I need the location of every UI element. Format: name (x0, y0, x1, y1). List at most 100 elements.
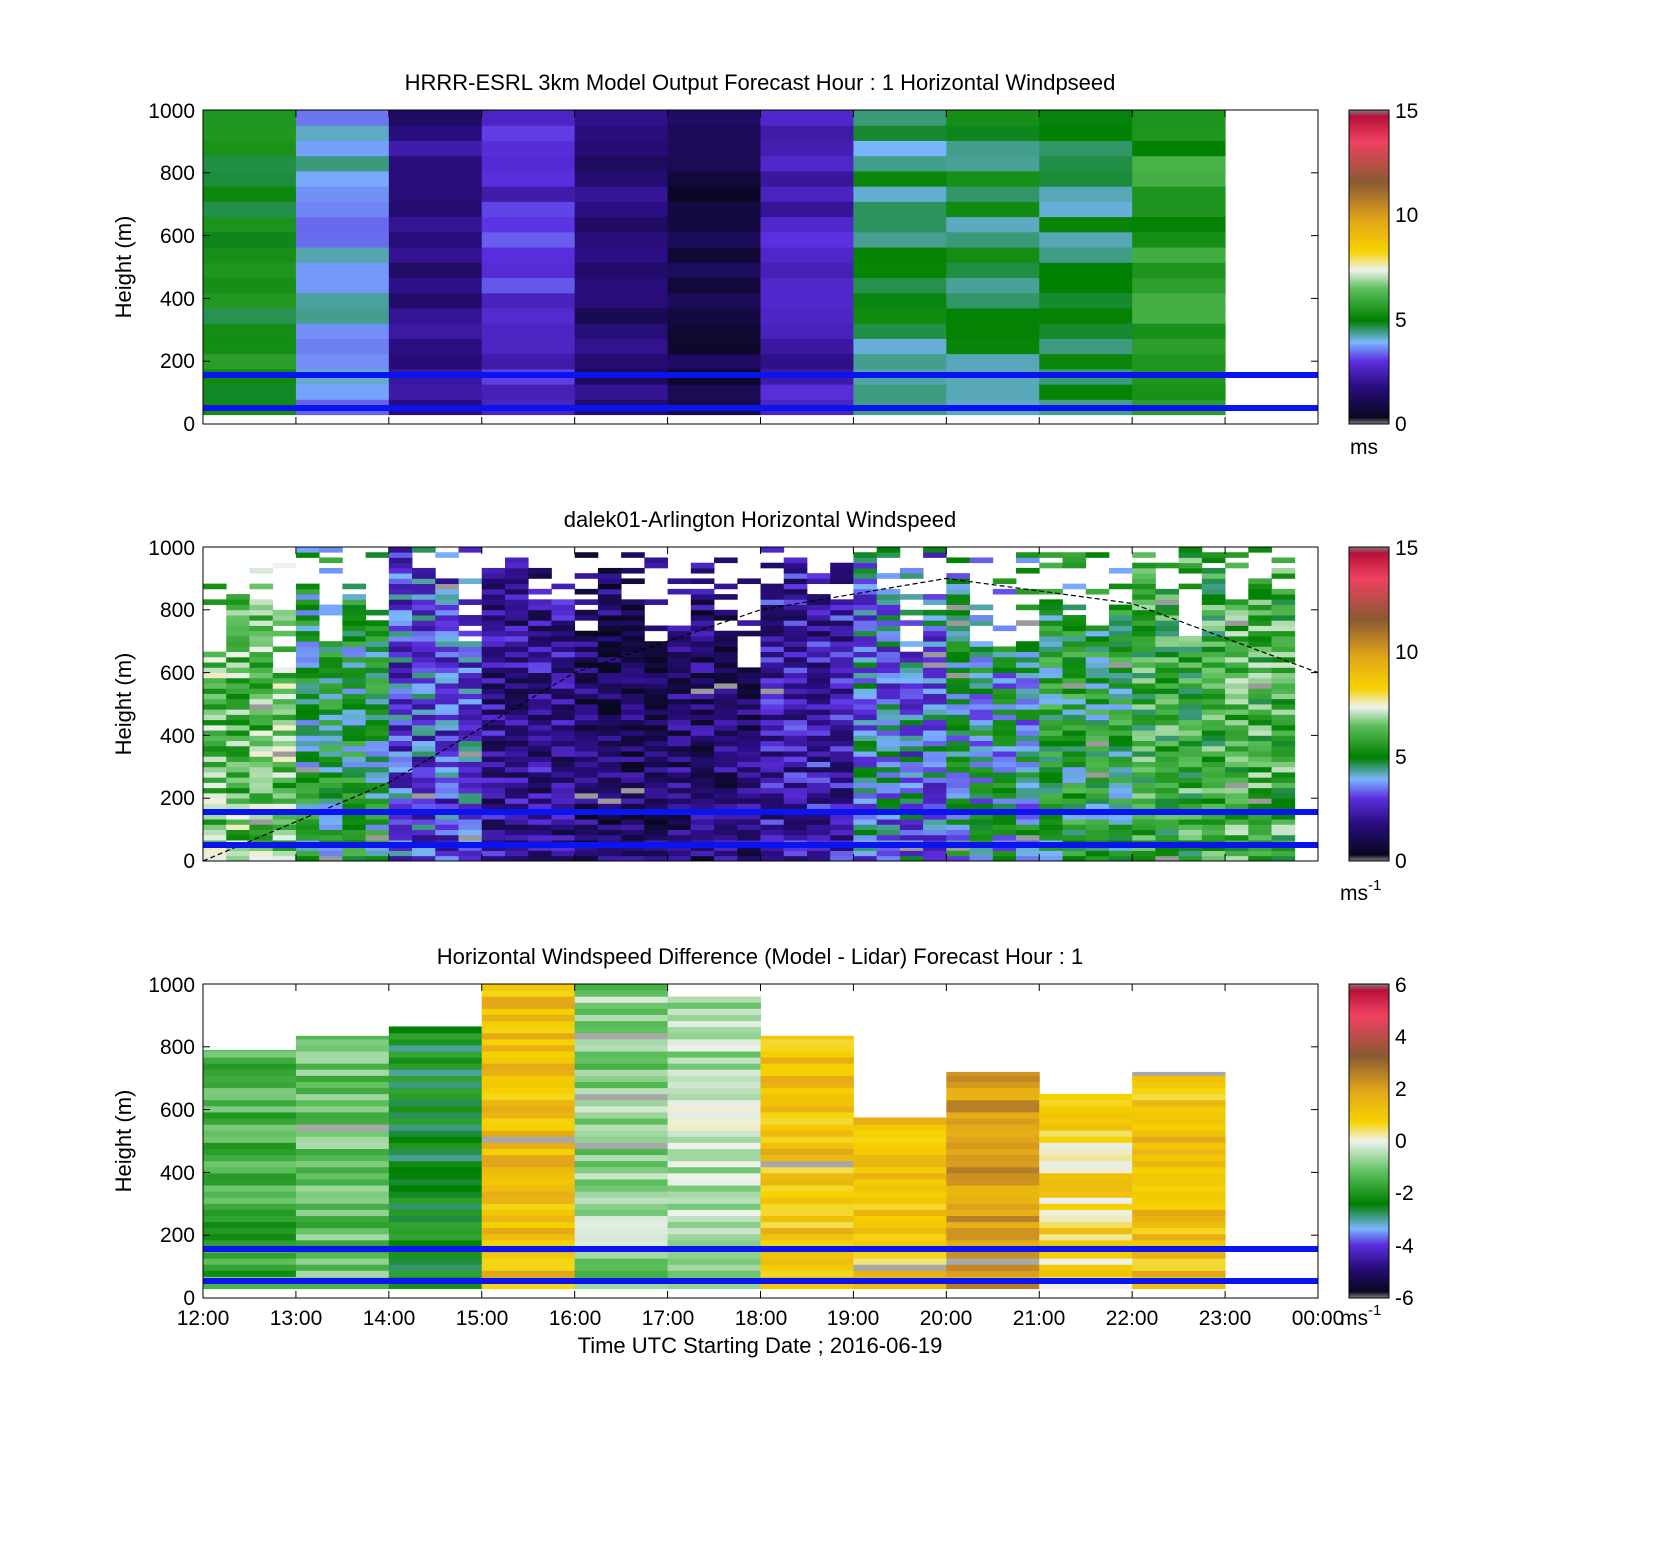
model-cell (295, 140, 390, 157)
lidar-cell (295, 583, 320, 590)
lidar-cell (690, 672, 715, 679)
lidar-cell (226, 834, 250, 841)
panel-diff-tickmarks (202, 983, 1319, 1299)
lidar-cell (690, 693, 715, 700)
lidar-cell (876, 756, 901, 762)
lidar-cell (899, 740, 924, 747)
lidar-cell (226, 693, 250, 700)
lidar-cell (830, 625, 854, 632)
diff-cell (574, 1136, 669, 1143)
lidar-cell (272, 850, 297, 857)
lidar-cell (272, 677, 297, 684)
diff-cell (295, 1264, 390, 1271)
diff-cell (481, 1118, 576, 1125)
lidar-cell (272, 829, 297, 836)
lidar-cell (667, 740, 692, 747)
lidar-cell (783, 625, 808, 632)
model-cell (203, 216, 297, 233)
lidar-cell (295, 766, 320, 773)
lidar-cell (1178, 798, 1203, 804)
diff-cell (1039, 1136, 1133, 1143)
diff-cell (203, 1148, 297, 1156)
lidar-cell (203, 709, 227, 715)
lidar-cell (853, 740, 878, 747)
lidar-cell (876, 552, 901, 558)
lidar-cell (714, 819, 738, 825)
lidar-cell (783, 850, 808, 857)
model-cell (760, 338, 854, 355)
lidar-cell (876, 724, 901, 731)
diff-cell (946, 1172, 1040, 1180)
lidar-cell (783, 583, 808, 590)
model-cell (1039, 247, 1133, 263)
diff-cell (481, 1252, 576, 1259)
lidar-cell (1062, 850, 1087, 857)
lidar-cell (458, 745, 483, 752)
lidar-cell (853, 745, 878, 752)
lidar-cell (1271, 630, 1296, 637)
lidar-cell (342, 672, 367, 679)
diff-cell (1132, 1178, 1226, 1186)
lidar-cell (737, 756, 761, 762)
model-cell (295, 231, 390, 248)
diff-cell (667, 1178, 761, 1186)
diff-cell (760, 1239, 854, 1247)
lidar-cell (319, 698, 343, 705)
diff-cell (203, 1124, 297, 1131)
lidar-cell (365, 766, 390, 773)
diff-cell (1132, 1203, 1226, 1210)
lidar-cell (1039, 798, 1063, 804)
lidar-cell (272, 761, 297, 768)
lidar-cell (481, 740, 506, 747)
lidar-cell (597, 573, 622, 579)
lidar-cell (597, 834, 622, 841)
lidar-cell (1132, 599, 1156, 605)
lidar-cell (899, 777, 924, 783)
lidar-cell (830, 782, 854, 789)
diff-cell (295, 1069, 390, 1076)
lidar-cell (621, 704, 645, 710)
lidar-cell (504, 557, 529, 564)
lidar-cell (295, 552, 320, 558)
model-cell (760, 216, 854, 233)
lidar-cell (435, 798, 459, 804)
lidar-cell (1248, 599, 1272, 605)
lidar-cell (644, 719, 668, 726)
lidar-cell (853, 641, 878, 647)
lidar-cell (481, 829, 506, 836)
lidar-cell (946, 688, 970, 694)
diff-cell (760, 1215, 854, 1223)
lidar-cell (969, 782, 994, 789)
diff-cell (1132, 1191, 1226, 1198)
diff-cell (667, 1270, 761, 1277)
lidar-cell (690, 641, 715, 647)
lidar-cell (342, 813, 367, 820)
diff-cell (853, 1258, 947, 1265)
lidar-cell (876, 635, 901, 642)
lidar-cell (923, 798, 947, 804)
lidar-cell (388, 803, 413, 810)
lidar-cell (830, 813, 854, 820)
colorbar-diff-unit-exp: -1 (1368, 1302, 1381, 1319)
lidar-cell (1062, 766, 1087, 773)
diff-cell (667, 1057, 761, 1064)
lidar-cell (481, 662, 506, 668)
lidar-cell (481, 798, 506, 804)
lidar-cell (1016, 719, 1040, 726)
lidar-cell (621, 761, 645, 768)
lidar-cell (760, 787, 785, 794)
lidar-cell (783, 656, 808, 663)
lidar-cell (876, 630, 901, 637)
diff-cell (946, 1185, 1040, 1192)
lidar-cell (1248, 724, 1272, 731)
lidar-cell (295, 772, 320, 778)
lidar-cell (1225, 651, 1249, 658)
lidar-cell (365, 693, 390, 700)
model-cell (295, 170, 390, 187)
lidar-cell (1016, 693, 1040, 700)
lidar-cell (226, 803, 250, 810)
diff-cell (760, 1099, 854, 1107)
lidar-cell (481, 724, 506, 731)
lidar-cell (1178, 787, 1203, 794)
lidar-cell (1155, 662, 1180, 668)
